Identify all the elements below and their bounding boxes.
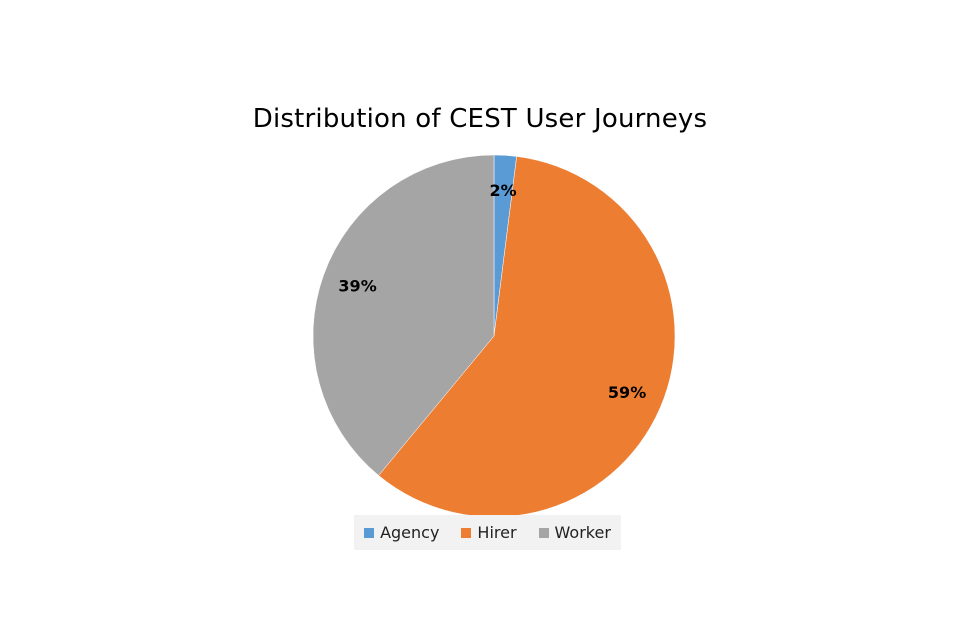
pie-label-worker: 39% — [338, 276, 376, 295]
legend-label-agency: Agency — [380, 523, 440, 542]
pie-labels: 2% 59% 39% — [338, 181, 646, 402]
legend-swatch-worker — [538, 527, 549, 538]
pie-label-agency: 2% — [490, 181, 517, 200]
pie-label-hirer: 59% — [608, 383, 646, 402]
legend-swatch-hirer — [461, 527, 472, 538]
pie-slice-worker — [312, 154, 495, 476]
pie-slices — [312, 154, 676, 518]
legend-swatch-agency — [364, 527, 375, 538]
pie-slice-hirer — [378, 156, 676, 518]
legend-item-hirer: Hirer — [461, 523, 517, 542]
legend-label-worker: Worker — [554, 523, 611, 542]
legend-item-agency: Agency — [364, 523, 439, 542]
legend-item-worker: Worker — [538, 523, 611, 542]
legend-label-hirer: Hirer — [477, 523, 517, 542]
legend: Agency Hirer Worker — [354, 515, 621, 550]
chart-title: Distribution of CEST User Journeys — [252, 104, 708, 134]
